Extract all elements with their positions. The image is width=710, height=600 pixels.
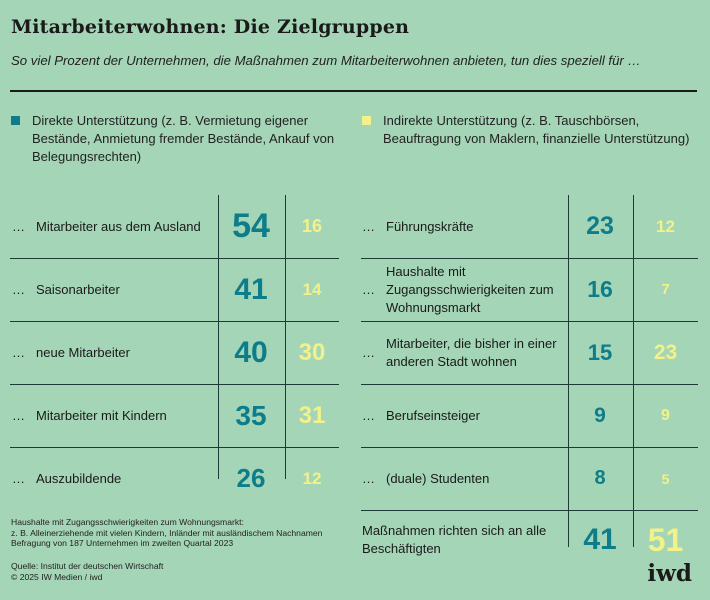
left-indirect-value: 14: [302, 279, 322, 299]
row-divider: [361, 447, 698, 448]
row-label-text: Haushalte mit Zugangsschwierigkeiten zum…: [386, 263, 554, 315]
legend-indirect-swatch: [362, 116, 371, 125]
source-line: Quelle: Institut der deutschen Wirtschaf…: [11, 561, 164, 571]
right-indirect-value: 7: [661, 281, 670, 298]
right-row-label: … Führungskräfte: [362, 197, 567, 256]
row-ellipsis: …: [362, 407, 375, 423]
left-direct-value: 54: [232, 207, 270, 245]
column-divider: [218, 195, 219, 479]
column-divider: [568, 195, 569, 547]
row-label-text: Berufseinsteiger: [386, 407, 480, 423]
right-indirect-value: 12: [656, 216, 675, 236]
total-direct-value: 41: [583, 523, 617, 556]
row-ellipsis: …: [12, 344, 25, 360]
right-indirect-value: 9: [661, 406, 670, 424]
row-ellipsis: …: [12, 470, 25, 486]
legend-indirect-label: Indirekte Unterstützung (z. B. Tauschbör…: [383, 113, 690, 146]
left-direct-value: 26: [236, 463, 266, 493]
row-divider: [361, 510, 698, 511]
right-direct-value: 8: [594, 467, 606, 489]
left-direct-value: 40: [234, 335, 268, 369]
left-indirect-value: 31: [298, 401, 326, 429]
left-indirect-value: 30: [298, 338, 326, 366]
iwd-logo: iwd: [647, 560, 692, 587]
total-indirect-value: 51: [647, 521, 684, 558]
row-label-text: neue Mitarbeiter: [36, 344, 130, 360]
source-line: © 2025 IW Medien / iwd: [11, 571, 103, 582]
legend-direct-swatch: [11, 116, 20, 125]
title-rule: [10, 90, 697, 92]
row-label-text: Mitarbeiter aus dem Ausland: [36, 218, 201, 234]
right-direct-value: 15: [587, 339, 613, 365]
left-row-label: … Saisonarbeiter: [12, 260, 212, 319]
row-divider: [361, 258, 698, 259]
footnote-line: Haushalte mit Zugangsschwierigkeiten zum…: [11, 517, 244, 527]
footnote-line: Befragung von 187 Unternehmen im zweiten…: [11, 538, 234, 549]
legend-indirect: Indirekte Unterstützung (z. B. Tauschbör…: [362, 112, 692, 148]
row-label-text: Führungskräfte: [386, 218, 474, 234]
left-direct-value: 41: [234, 272, 268, 306]
left-row-label: … neue Mitarbeiter: [12, 323, 212, 382]
source: Quelle: Institut der deutschen Wirtschaf…: [11, 561, 163, 582]
row-divider: [361, 321, 698, 322]
row-ellipsis: …: [362, 344, 375, 360]
row-ellipsis: …: [12, 218, 25, 234]
row-label-text: Mitarbeiter mit Kindern: [36, 407, 167, 423]
chart-subtitle: So viel Prozent der Unternehmen, die Maß…: [11, 53, 641, 68]
row-label-text: (duale) Studenten: [386, 470, 490, 486]
row-divider: [10, 321, 339, 322]
left-row-label: … Mitarbeiter mit Kindern: [12, 386, 212, 445]
legend-direct: Direkte Unterstützung (z. B. Vermietung …: [11, 112, 341, 166]
footnotes: Haushalte mit Zugangsschwierigkeiten zum…: [11, 517, 322, 549]
row-ellipsis: …: [12, 407, 25, 423]
right-row-label: … Mitarbeiter, die bisher in einer andere…: [362, 323, 567, 382]
row-ellipsis: …: [362, 281, 375, 297]
left-indirect-value: 16: [301, 216, 323, 236]
row-divider: [361, 384, 698, 385]
column-divider: [285, 195, 286, 479]
column-divider: [633, 195, 634, 547]
right-row-label: … (duale) Studenten: [362, 449, 567, 508]
right-direct-value: 16: [587, 276, 613, 302]
right-direct-value: 9: [594, 403, 606, 427]
row-ellipsis: …: [362, 218, 375, 234]
legend-direct-label: Direkte Unterstützung (z. B. Vermietung …: [32, 113, 335, 164]
right-direct-value: 23: [586, 212, 614, 240]
left-row-label: … Mitarbeiter aus dem Ausland: [12, 197, 212, 256]
chart-title: Mitarbeiterwohnen: Die Zielgruppen: [11, 16, 410, 38]
right-indirect-value: 23: [653, 340, 678, 364]
footnote-line: z. B. Alleinerziehende mit vielen Kinder…: [11, 527, 323, 538]
row-label-text: Mitarbeiter, die bisher in einer anderen…: [386, 335, 557, 369]
row-ellipsis: …: [362, 470, 375, 486]
row-divider: [10, 258, 339, 259]
left-indirect-value: 12: [302, 468, 322, 488]
right-row-label: … Berufseinsteiger: [362, 386, 567, 445]
row-divider: [10, 384, 339, 385]
left-direct-value: 35: [235, 399, 267, 431]
row-ellipsis: …: [12, 281, 25, 297]
row-divider: [10, 447, 339, 448]
row-label-text: Saisonarbeiter: [36, 281, 120, 297]
row-label-text: Auszubildende: [36, 470, 122, 486]
total-row-label: Maßnahmen richten sich an alle Beschäfti…: [362, 523, 547, 556]
right-row-label: … Haushalte mit Zugangsschwierigkeiten zu…: [362, 260, 567, 319]
left-row-label: … Auszubildende: [12, 449, 212, 508]
right-indirect-value: 5: [661, 470, 670, 487]
